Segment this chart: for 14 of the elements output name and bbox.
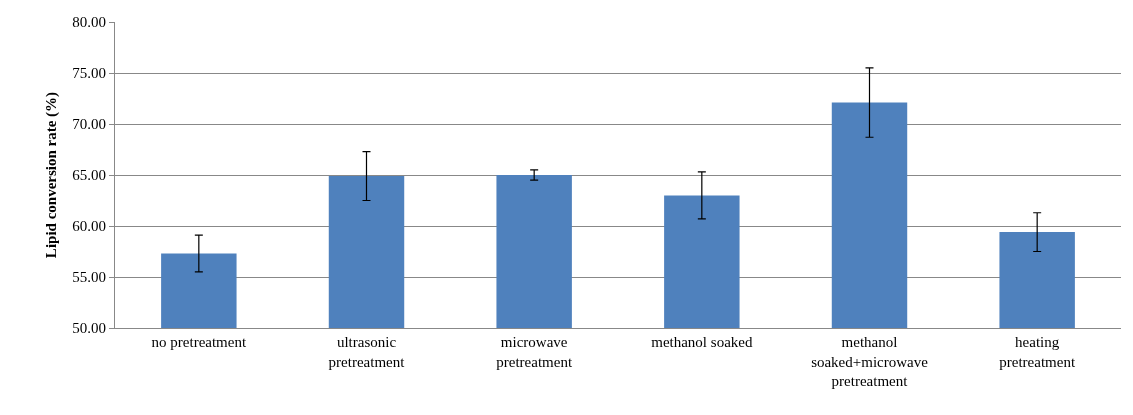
y-tick-label: 50.00: [72, 320, 106, 337]
y-axis-title: Lipid conversion rate (%): [42, 91, 60, 259]
y-tick-label: 70.00: [72, 116, 106, 133]
y-tick-label: 80.00: [72, 14, 106, 31]
x-tick-label: microwave pretreatment: [496, 334, 573, 370]
x-tick-label: ultrasonic pretreatment: [328, 334, 406, 370]
x-tick-label: methanol soaked+microwave pretreatment: [811, 334, 929, 389]
y-tick-label: 75.00: [72, 65, 106, 82]
y-tick-label: 55.00: [72, 269, 106, 286]
y-tick-label: 65.00: [72, 167, 106, 184]
y-tick-label: 60.00: [72, 218, 106, 235]
x-tick-label: heating pretreatment: [999, 334, 1076, 370]
x-tick-label: methanol soaked: [651, 334, 753, 350]
x-tick-label: no pretreatment: [151, 334, 247, 350]
